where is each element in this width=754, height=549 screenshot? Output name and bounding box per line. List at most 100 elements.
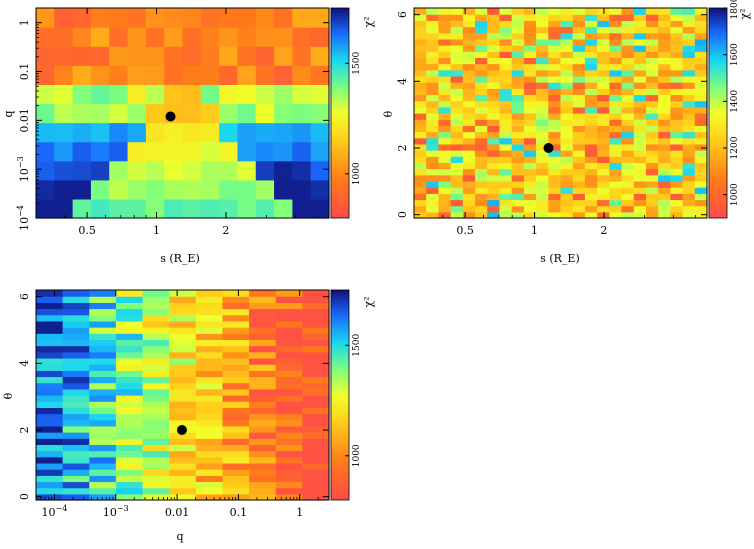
heatmap-cell (109, 46, 129, 66)
heatmap-cell (487, 14, 501, 21)
heatmap-cell (548, 14, 562, 21)
heatmap-cell (536, 125, 549, 133)
heatmap-cell (275, 333, 303, 341)
heatmap-cell (115, 425, 144, 433)
best-fit-marker[interactable] (543, 143, 554, 153)
heatmap-cell (682, 180, 696, 188)
heatmap-cell (89, 481, 117, 489)
heatmap-cell (670, 180, 684, 188)
heatmap-cell (609, 187, 623, 194)
heatmap-cell (523, 131, 537, 139)
heatmap-cell (115, 456, 144, 464)
heatmap-cell (462, 193, 476, 201)
colorbar-tick-label: 1000 (352, 162, 362, 185)
heatmap-cell (670, 8, 684, 15)
heatmap-cell (560, 131, 574, 139)
heatmap-cell (682, 88, 696, 96)
heatmap-cell (523, 100, 537, 108)
heatmap-cell (609, 8, 623, 15)
heatmap-cell (487, 75, 501, 83)
heatmap-cell (572, 187, 586, 194)
heatmap-cell (249, 438, 277, 446)
heatmap-cell (302, 395, 330, 402)
heatmap-cell (658, 8, 671, 15)
heatmap-cell (142, 376, 170, 384)
heatmap-cell (548, 38, 562, 46)
heatmap-cell (633, 193, 647, 201)
heatmap-cell (511, 113, 525, 120)
heatmap-cell (633, 82, 647, 89)
heatmap-cell (572, 193, 586, 201)
heatmap-cell (694, 51, 708, 59)
heatmap-cell (89, 450, 117, 458)
heatmap-cell (169, 395, 197, 402)
heatmap-cell (302, 444, 330, 452)
heatmap-cell (511, 32, 525, 40)
heatmap-cell (255, 84, 275, 105)
heatmap-cell (438, 20, 452, 28)
heatmap-cell (511, 45, 525, 52)
heatmap-cell (682, 8, 696, 15)
heatmap-cell (145, 141, 165, 162)
heatmap-cell (548, 106, 562, 114)
heatmap-cell (645, 45, 659, 52)
heatmap-cell (275, 432, 303, 439)
heatmap-cell (536, 119, 549, 126)
heatmap-cell (511, 106, 525, 114)
heatmap-cell (115, 351, 144, 359)
heatmap-cell (633, 106, 647, 114)
heatmap-cell (302, 290, 330, 297)
heatmap-cell (414, 94, 427, 102)
heatmap-cell (658, 106, 671, 114)
heatmap-cell (511, 199, 525, 207)
heatmap-cell (523, 180, 537, 188)
heatmap-cell (523, 32, 537, 40)
heatmap-cell (621, 187, 635, 194)
colorbar-tick-label: 1500 (352, 334, 362, 357)
heatmap-cell (222, 296, 250, 303)
heatmap-cell (670, 38, 684, 46)
heatmap-cell (475, 8, 488, 15)
best-fit-marker[interactable] (176, 425, 187, 435)
heatmap-cell (475, 143, 488, 151)
heatmap-cell (195, 469, 224, 476)
heatmap-cell (195, 339, 224, 347)
best-fit-marker[interactable] (165, 111, 176, 122)
heatmap-cell (694, 143, 708, 151)
heatmap-cell (426, 174, 440, 182)
heatmap-cell (560, 57, 574, 65)
heatmap-cell (597, 193, 610, 201)
heatmap-cell (475, 137, 488, 145)
x-tick-label: 2 (222, 224, 229, 237)
heatmap-cell (536, 180, 549, 188)
heatmap-cell (127, 46, 147, 66)
heatmap-cell (572, 51, 586, 59)
heatmap-cell (658, 131, 671, 139)
heatmap-cell (597, 32, 610, 40)
heatmap-cell (548, 180, 562, 188)
colorbar (330, 7, 350, 219)
heatmap-cell (275, 407, 303, 415)
colorbar-tick-label: 1000 (352, 444, 362, 467)
heatmap-cell (222, 333, 250, 341)
heatmap-cell (475, 168, 488, 176)
heatmap-cell (72, 141, 92, 162)
heatmap-cell (523, 57, 537, 65)
heatmap-cell (249, 339, 277, 347)
heatmap-cell (36, 179, 55, 200)
heatmap-cell (169, 333, 197, 341)
heatmap-cell (219, 198, 239, 219)
heatmap-cell (249, 450, 277, 458)
heatmap-cell (572, 57, 586, 65)
heatmap-cell (694, 180, 708, 188)
heatmap-cell (292, 46, 312, 66)
heatmap-cell (560, 100, 574, 108)
heatmap-cell (645, 193, 659, 201)
heatmap-cell (438, 57, 452, 65)
heatmap-cell (633, 8, 647, 15)
heatmap-cell (275, 357, 303, 365)
heatmap-cell (89, 413, 117, 421)
heatmap-cell (609, 205, 623, 213)
heatmap-cell (584, 57, 598, 65)
heatmap-cell (127, 160, 147, 181)
